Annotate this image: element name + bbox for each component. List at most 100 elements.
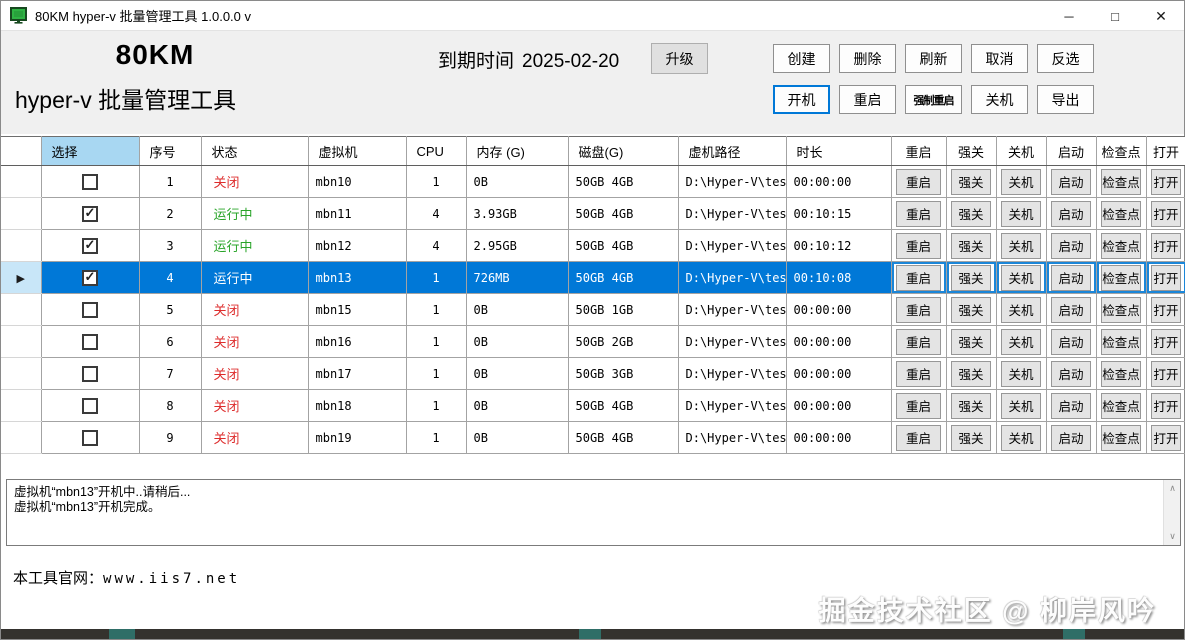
column-header[interactable]: 强关 [946, 136, 997, 166]
row-action-open-button[interactable]: 打开 [1151, 200, 1181, 227]
row-action-restart-button[interactable]: 重启 [896, 360, 941, 387]
row-header-cell[interactable]: ▶ [1, 261, 42, 294]
column-header[interactable]: 虚拟机 [308, 136, 407, 166]
row-action-open-button[interactable]: 打开 [1151, 264, 1181, 291]
row-action-open-button[interactable]: 打开 [1151, 296, 1181, 323]
row-select-checkbox[interactable]: ✓ [82, 301, 98, 318]
scroll-up-icon[interactable]: ∧ [1169, 483, 1176, 493]
table-row[interactable]: ▶ ✓ 4 运行中 mbn13 1 726MB 50GB 4GB D:\Hype… [1, 261, 1185, 294]
column-header[interactable]: 重启 [891, 136, 947, 166]
row-action-checkpoint-button[interactable]: 检查点 [1101, 264, 1141, 291]
force-restart-button[interactable]: 强制重启 [905, 85, 962, 114]
invert-selection-button[interactable]: 反选 [1037, 44, 1094, 73]
row-header-cell[interactable]: ▶ [1, 229, 42, 262]
row-action-force-off-button[interactable]: 强关 [951, 360, 991, 387]
row-action-restart-button[interactable]: 重启 [896, 328, 941, 355]
refresh-button[interactable]: 刷新 [905, 44, 962, 73]
row-select-checkbox[interactable]: ✓ [82, 205, 98, 222]
column-header[interactable]: 打开 [1146, 136, 1185, 166]
row-action-shutdown-button[interactable]: 关机 [1001, 360, 1041, 387]
restart-button[interactable]: 重启 [839, 85, 896, 114]
row-action-shutdown-button[interactable]: 关机 [1001, 296, 1041, 323]
row-action-checkpoint-button[interactable]: 检查点 [1101, 424, 1141, 451]
table-row[interactable]: ▶ ✓ 9 关闭 mbn19 1 0B 50GB 4GB D:\Hyper-V\… [1, 421, 1185, 454]
table-row[interactable]: ▶ ✓ 5 关闭 mbn15 1 0B 50GB 1GB D:\Hyper-V\… [1, 293, 1185, 326]
row-action-start-button[interactable]: 启动 [1051, 328, 1091, 355]
cell-select[interactable]: ✓ [41, 357, 140, 390]
cell-select[interactable]: ✓ [41, 165, 140, 198]
row-action-open-button[interactable]: 打开 [1151, 424, 1181, 451]
row-action-start-button[interactable]: 启动 [1051, 424, 1091, 451]
scroll-down-icon[interactable]: ∨ [1169, 531, 1176, 541]
cell-select[interactable]: ✓ [41, 421, 140, 454]
row-action-checkpoint-button[interactable]: 检查点 [1101, 296, 1141, 323]
row-select-checkbox[interactable]: ✓ [82, 397, 98, 414]
row-header-cell[interactable]: ▶ [1, 357, 42, 390]
row-action-start-button[interactable]: 启动 [1051, 296, 1091, 323]
cell-select[interactable]: ✓ [41, 229, 140, 262]
table-row[interactable]: ▶ ✓ 3 运行中 mbn12 4 2.95GB 50GB 4GB D:\Hyp… [1, 229, 1185, 262]
export-button[interactable]: 导出 [1037, 85, 1094, 114]
close-button[interactable]: ✕ [1155, 7, 1167, 24]
row-action-shutdown-button[interactable]: 关机 [1001, 328, 1041, 355]
row-action-shutdown-button[interactable]: 关机 [1001, 264, 1041, 291]
row-select-checkbox[interactable]: ✓ [82, 173, 98, 190]
row-action-force-off-button[interactable]: 强关 [951, 296, 991, 323]
power-on-button[interactable]: 开机 [773, 85, 830, 114]
create-button[interactable]: 创建 [773, 44, 830, 73]
log-textarea[interactable]: 虚拟机“mbn13”开机中..请稍后... 虚拟机“mbn13”开机完成。 ∧ … [6, 479, 1181, 546]
row-action-open-button[interactable]: 打开 [1151, 328, 1181, 355]
cell-select[interactable]: ✓ [41, 389, 140, 422]
row-select-checkbox[interactable]: ✓ [82, 333, 98, 350]
row-action-force-off-button[interactable]: 强关 [951, 392, 991, 419]
column-header[interactable]: 内存 (G) [466, 136, 569, 166]
minimize-button[interactable]: ─ [1064, 8, 1074, 24]
row-action-start-button[interactable]: 启动 [1051, 232, 1091, 259]
row-action-start-button[interactable]: 启动 [1051, 360, 1091, 387]
row-action-shutdown-button[interactable]: 关机 [1001, 200, 1041, 227]
row-action-checkpoint-button[interactable]: 检查点 [1101, 200, 1141, 227]
row-header-cell[interactable]: ▶ [1, 293, 42, 326]
row-header-cell[interactable]: ▶ [1, 421, 42, 454]
row-action-open-button[interactable]: 打开 [1151, 232, 1181, 259]
column-header[interactable]: 关机 [996, 136, 1047, 166]
row-action-checkpoint-button[interactable]: 检查点 [1101, 360, 1141, 387]
row-select-checkbox[interactable]: ✓ [82, 365, 98, 382]
upgrade-button[interactable]: 升级 [651, 43, 708, 74]
row-action-shutdown-button[interactable]: 关机 [1001, 392, 1041, 419]
row-action-force-off-button[interactable]: 强关 [951, 232, 991, 259]
column-header[interactable]: CPU [406, 136, 467, 166]
row-action-force-off-button[interactable]: 强关 [951, 200, 991, 227]
row-action-shutdown-button[interactable]: 关机 [1001, 232, 1041, 259]
row-action-force-off-button[interactable]: 强关 [951, 328, 991, 355]
cell-select[interactable]: ✓ [41, 261, 140, 294]
column-header[interactable]: 检查点 [1096, 136, 1147, 166]
row-action-restart-button[interactable]: 重启 [896, 232, 941, 259]
delete-button[interactable]: 删除 [839, 44, 896, 73]
row-action-checkpoint-button[interactable]: 检查点 [1101, 328, 1141, 355]
row-select-checkbox[interactable]: ✓ [82, 237, 98, 254]
row-header-cell[interactable]: ▶ [1, 325, 42, 358]
row-action-force-off-button[interactable]: 强关 [951, 424, 991, 451]
row-action-checkpoint-button[interactable]: 检查点 [1101, 232, 1141, 259]
table-row[interactable]: ▶ ✓ 2 运行中 mbn11 4 3.93GB 50GB 4GB D:\Hyp… [1, 197, 1185, 230]
cell-select[interactable]: ✓ [41, 293, 140, 326]
row-action-restart-button[interactable]: 重启 [896, 392, 941, 419]
column-header[interactable]: 时长 [786, 136, 892, 166]
row-action-open-button[interactable]: 打开 [1151, 360, 1181, 387]
row-action-start-button[interactable]: 启动 [1051, 392, 1091, 419]
column-header[interactable]: 磁盘(G) [568, 136, 679, 166]
row-header-cell[interactable]: ▶ [1, 389, 42, 422]
row-select-checkbox[interactable]: ✓ [82, 269, 98, 286]
log-scrollbar[interactable]: ∧ ∨ [1163, 480, 1180, 545]
table-row[interactable]: ▶ ✓ 7 关闭 mbn17 1 0B 50GB 3GB D:\Hyper-V\… [1, 357, 1185, 390]
row-action-restart-button[interactable]: 重启 [896, 424, 941, 451]
column-header[interactable]: 启动 [1046, 136, 1097, 166]
row-action-restart-button[interactable]: 重启 [896, 264, 941, 291]
row-action-force-off-button[interactable]: 强关 [951, 168, 991, 195]
row-header-cell[interactable]: ▶ [1, 197, 42, 230]
row-action-checkpoint-button[interactable]: 检查点 [1101, 392, 1141, 419]
cancel-button[interactable]: 取消 [971, 44, 1028, 73]
row-action-open-button[interactable]: 打开 [1151, 392, 1181, 419]
row-action-start-button[interactable]: 启动 [1051, 200, 1091, 227]
